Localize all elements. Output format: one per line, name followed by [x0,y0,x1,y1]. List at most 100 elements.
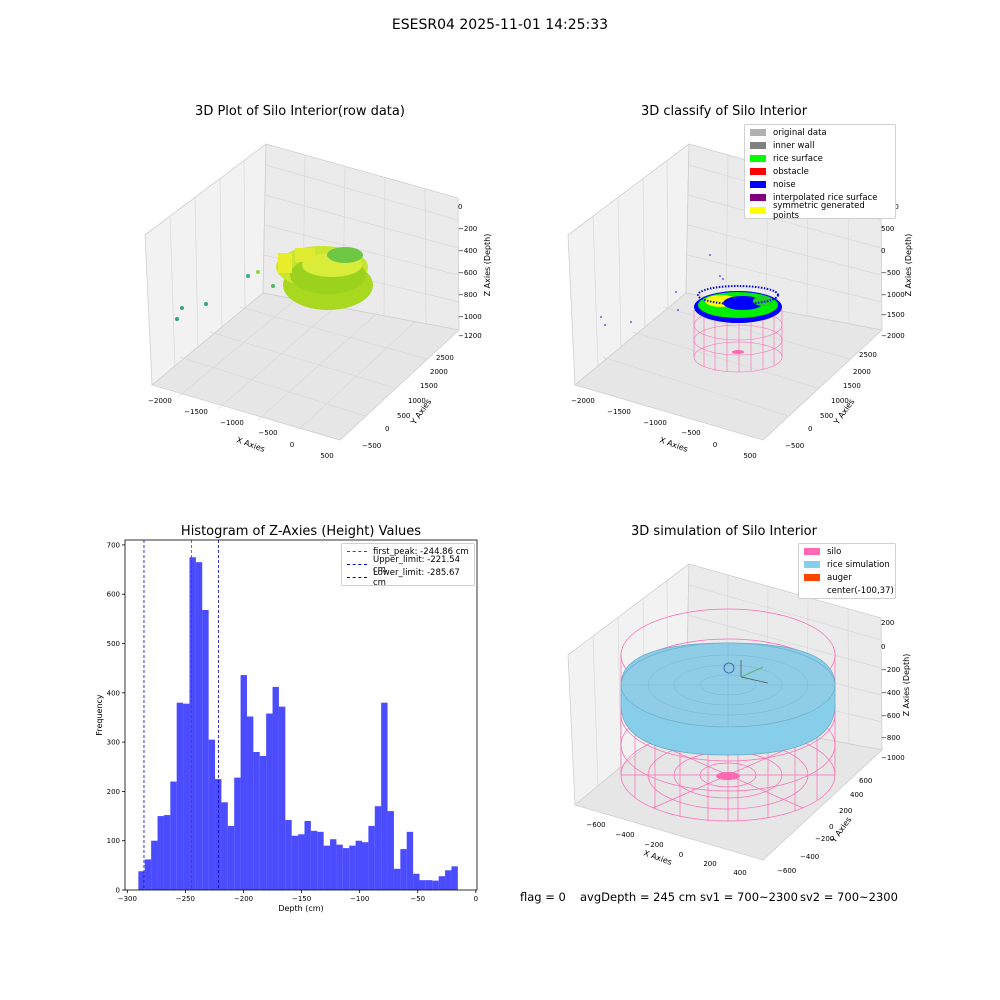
panel2-auger-center [732,350,744,354]
y-tick: 1500 [843,382,861,390]
x-tick-label: −150 [292,895,311,903]
histogram-bar [176,702,184,890]
histogram-bar [221,802,228,890]
x-tick-label: 0 [474,895,478,903]
legend-label: inner wall [773,140,815,151]
status-sv2: sv2 = 700~2300 [800,890,898,904]
x-tick: 500 [320,452,333,460]
histogram-bar [144,859,152,890]
legend-item: original data [745,126,895,139]
y-tick: −600 [777,867,796,875]
status-avg-depth: avgDepth = 245 cm [580,890,697,904]
y-tick: −200 [815,835,834,843]
status-sv1: sv1 = 700~2300 [700,890,798,904]
legend-swatch [750,168,766,175]
panel1-title: 3D Plot of Silo Interior(row data) [195,104,405,119]
y-tick-label: 600 [107,591,120,599]
panel3-title: Histogram of Z-Axies (Height) Values [180,524,422,539]
legend-swatch [804,548,820,555]
histogram-bar [163,815,171,890]
histogram-frame [124,539,478,891]
histogram-bar [438,876,446,890]
z-tick: −800 [458,291,477,299]
panel4-x-label: X Axies [642,848,673,867]
histogram-bar [317,831,324,890]
z-tick: −600 [458,269,477,277]
histogram-bar [310,830,318,890]
histogram-bar [195,562,203,890]
panel2-x-ticks: −2000 −1500 −1000 −500 0 500 [571,397,757,460]
figure-title: ESESR04 2025-11-01 14:25:33 [391,17,609,33]
histogram-bar [266,713,273,890]
x-tick: −400 [615,831,634,839]
histogram-bar [170,781,177,890]
legend-label: first_peak: -244.86 cm [373,546,469,557]
histogram-bar [189,557,196,890]
z-tick: 200 [881,619,894,627]
panel2-legend: original data inner wall rice surface ob… [744,124,896,221]
y-tick-label: 500 [107,640,120,648]
histogram-x-label: Depth (cm) [278,904,323,913]
histogram-bar [387,811,394,890]
histogram-bar [413,873,420,890]
z-tick: −600 [881,712,900,720]
x-tick: 0 [713,441,717,449]
panel2-x-label: X Axies [658,435,689,454]
legend-item: interpolated rice surface [745,191,895,204]
legend-item: auger [799,571,895,584]
histogram-bar [215,779,222,890]
histogram-bar [183,703,190,890]
panel4-rice-surface [620,642,836,756]
status-flag: flag = 0 [520,890,566,904]
z-tick: −400 [881,689,900,697]
legend-label: original data [773,127,827,138]
panel1-y-ticks: −500 0 500 1000 1500 2000 2500 [362,354,454,450]
histogram-bar [285,820,292,890]
z-tick: −500 [881,269,900,277]
x-tick: −200 [644,841,663,849]
histogram-y-label: Frequency [95,694,104,736]
y-tick-label: 300 [107,739,120,747]
legend-label: center(-100,37) [827,585,894,596]
y-tick: −400 [800,853,819,861]
legend-swatch [750,155,766,162]
histogram-bar [342,848,350,890]
histogram-bar [157,816,164,890]
histogram-bar [349,845,356,890]
histogram-bar [400,849,407,890]
legend-swatch [804,561,820,568]
z-tick: −200 [881,666,900,674]
histogram-reference-lines [143,540,219,890]
legend-label: silo [827,546,842,557]
z-tick: −2000 [881,332,905,340]
panel1-grid [169,154,460,431]
y-tick: 2000 [853,368,871,376]
y-tick: 0 [808,425,812,433]
legend-swatch [804,587,820,594]
legend-swatch [750,129,766,136]
histogram-bar [355,840,362,890]
histogram-bar [445,870,452,890]
histogram-bar [227,825,235,890]
z-tick: 0 [881,247,885,255]
y-tick-label: 100 [107,837,120,845]
histogram-bar [425,880,433,890]
legend-line [347,551,367,552]
histogram-bar [419,880,426,890]
legend-item: Upper_limit: -221.54 cm [342,555,474,575]
histogram-bar [406,831,414,890]
x-tick: 400 [733,869,746,877]
y-tick: 1000 [831,397,849,405]
legend-label: rice surface [773,153,823,164]
histogram-bar [291,835,299,890]
y-tick: 1000 [408,397,426,405]
x-tick: −1500 [184,408,208,416]
histogram-chart: −300 −250 −200 −150 −100 −50 0 0 100 200 300 400 50… [95,539,478,913]
z-tick: 0 [458,203,462,211]
panel4-z-label: Z Axies (Depth) [902,654,911,717]
histogram-bar [330,839,337,890]
panel2-z-label: Z Axies (Depth) [904,234,913,297]
legend-item: silo [799,545,895,558]
y-tick: −500 [362,442,381,450]
x-tick-label: −300 [118,895,137,903]
